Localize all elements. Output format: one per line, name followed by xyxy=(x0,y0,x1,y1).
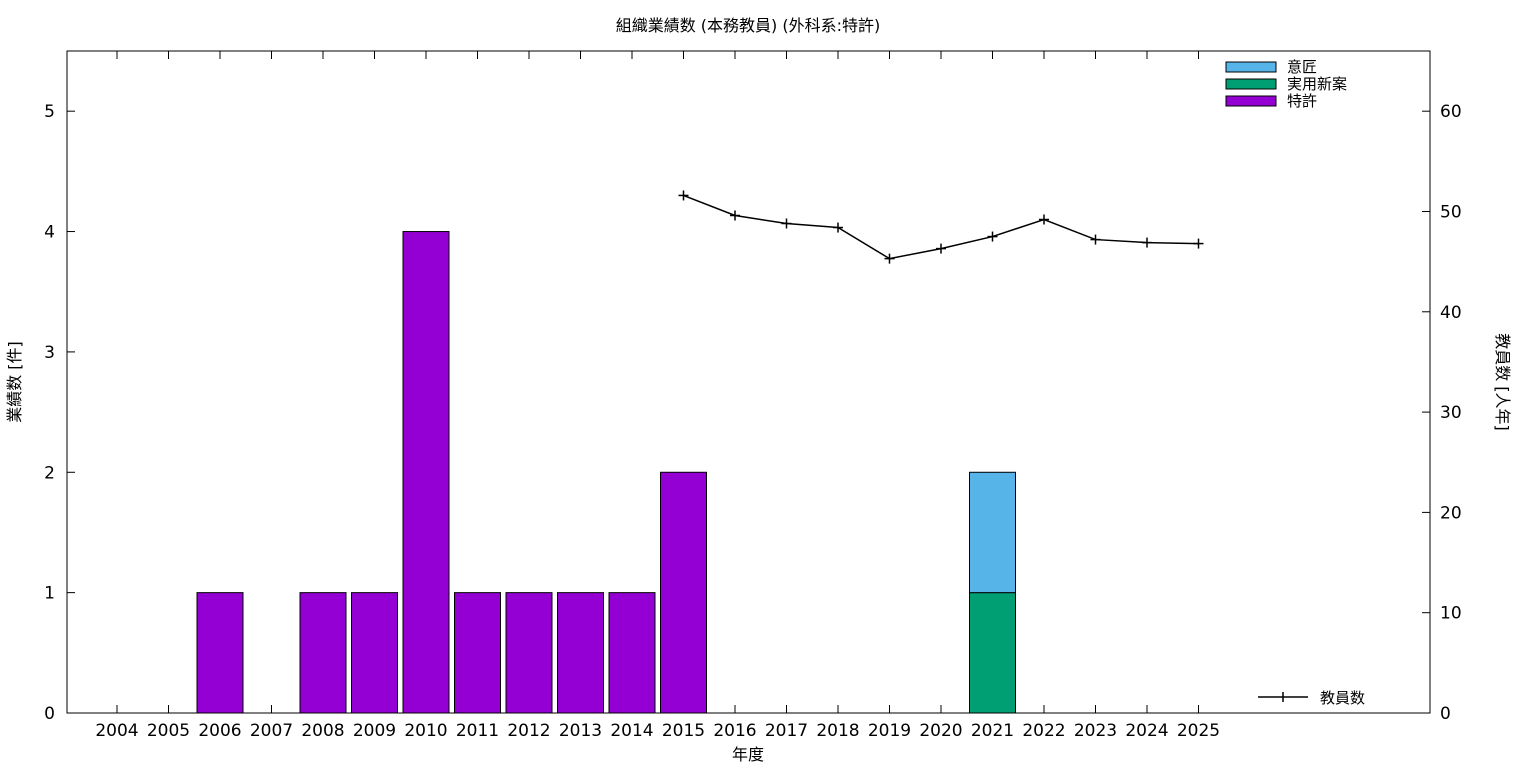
y2-tick-label: 10 xyxy=(1440,604,1462,624)
bar xyxy=(454,592,501,714)
line-point xyxy=(1090,234,1101,245)
y-tick-label: 5 xyxy=(44,102,55,122)
x-axis-label: 年度 xyxy=(732,745,764,764)
y-tick-label: 4 xyxy=(44,223,55,243)
bar xyxy=(505,592,553,714)
y-axis-label: 業績数 [件] xyxy=(5,341,24,423)
line-point xyxy=(1193,238,1204,249)
chart-title: 組織業績数 (本務教員) (外科系:特許) xyxy=(616,16,881,35)
x-tick-label: 2022 xyxy=(1022,721,1065,741)
y-tick-label: 0 xyxy=(44,704,55,724)
plot-frame xyxy=(66,50,1431,714)
line-point xyxy=(1039,214,1049,225)
y2-tick-label: 20 xyxy=(1440,503,1462,523)
x-tick-label: 2024 xyxy=(1125,721,1168,741)
x-tick-label: 2014 xyxy=(610,721,653,741)
x-axis: 2004 2005 2006 2007 2008 2009 2010 2011 2012 2013… xyxy=(95,51,1220,741)
y-tick-label: 1 xyxy=(44,584,55,604)
x-tick-label: 2020 xyxy=(919,721,962,741)
x-tick-label: 2012 xyxy=(507,721,550,741)
bar xyxy=(351,592,398,714)
line-point xyxy=(833,222,843,233)
x-tick-label: 2010 xyxy=(404,721,447,741)
legend-label: 意匠 xyxy=(1287,58,1317,76)
line-point xyxy=(1142,237,1152,248)
y2-tick-label: 50 xyxy=(1440,202,1462,222)
bar xyxy=(557,592,604,714)
x-tick-label: 2009 xyxy=(353,721,396,741)
x-tick-label: 2019 xyxy=(868,721,911,741)
y2-tick-label: 40 xyxy=(1440,303,1462,323)
legend-swatch xyxy=(1225,61,1277,73)
x-tick-label: 2006 xyxy=(198,721,241,741)
legend-line-label: 教員数 xyxy=(1320,689,1365,707)
x-tick-label: 2005 xyxy=(147,721,190,741)
x-tick-label: 2025 xyxy=(1177,721,1220,741)
line-point xyxy=(781,218,792,229)
bar xyxy=(969,471,1016,594)
line-point xyxy=(987,231,998,242)
y2-tick-label: 30 xyxy=(1440,403,1462,423)
bar xyxy=(969,592,1016,714)
x-tick-label: 2011 xyxy=(456,721,499,741)
legend-swatch xyxy=(1225,95,1277,107)
line-point xyxy=(730,210,740,221)
bar xyxy=(402,231,450,714)
y2-axis: 0 10 20 30 40 50 60 xyxy=(1422,102,1462,724)
y2-axis-label: 教員数 [人年] xyxy=(1493,333,1512,431)
line-point xyxy=(936,243,946,254)
x-tick-label: 2008 xyxy=(301,721,344,741)
y-tick-label: 3 xyxy=(44,343,55,363)
y2-tick-label: 0 xyxy=(1440,704,1451,724)
x-tick-label: 2007 xyxy=(250,721,293,741)
bar xyxy=(660,471,707,714)
line-series xyxy=(678,190,1204,264)
legend-label: 特許 xyxy=(1287,92,1317,110)
x-tick-label: 2023 xyxy=(1074,721,1117,741)
line-point xyxy=(678,190,689,201)
bar xyxy=(196,592,244,714)
x-tick-label: 2015 xyxy=(662,721,705,741)
y-axis: 0 1 2 3 4 5 xyxy=(44,102,75,724)
bar xyxy=(299,592,347,714)
legend-swatch xyxy=(1225,78,1277,90)
legend-label: 実用新案 xyxy=(1287,75,1347,93)
x-tick-label: 2013 xyxy=(559,721,602,741)
x-tick-label: 2016 xyxy=(713,721,756,741)
y-tick-label: 2 xyxy=(44,463,55,483)
x-tick-label: 2004 xyxy=(95,721,138,741)
x-tick-label: 2018 xyxy=(816,721,859,741)
bar xyxy=(608,592,656,714)
x-tick-label: 2021 xyxy=(971,721,1014,741)
line-point xyxy=(884,253,895,264)
bars xyxy=(196,231,1016,714)
x-tick-label: 2017 xyxy=(765,721,808,741)
y2-tick-label: 60 xyxy=(1440,102,1462,122)
